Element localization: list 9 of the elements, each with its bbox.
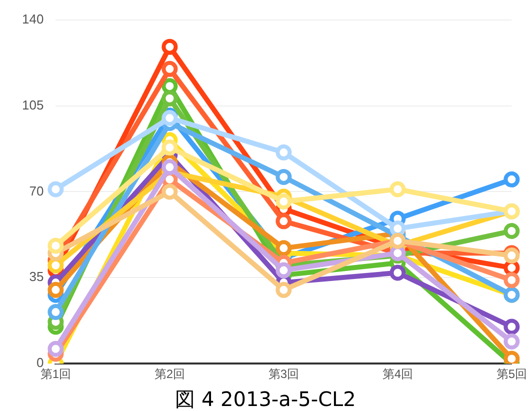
- y-tick-label: 105: [22, 97, 44, 112]
- y-tick-label: 140: [22, 11, 44, 26]
- y-tick-label: 35: [29, 269, 44, 284]
- y-tick-label: 70: [29, 183, 44, 198]
- caption: 図 4 2013-a-5-CL2: [174, 386, 357, 411]
- x-tick-label: 第3回: [268, 367, 300, 382]
- x-tick-label: 第5回: [496, 367, 528, 382]
- x-tick-label: 第2回: [154, 367, 186, 382]
- x-tick-label: 第4回: [382, 367, 414, 382]
